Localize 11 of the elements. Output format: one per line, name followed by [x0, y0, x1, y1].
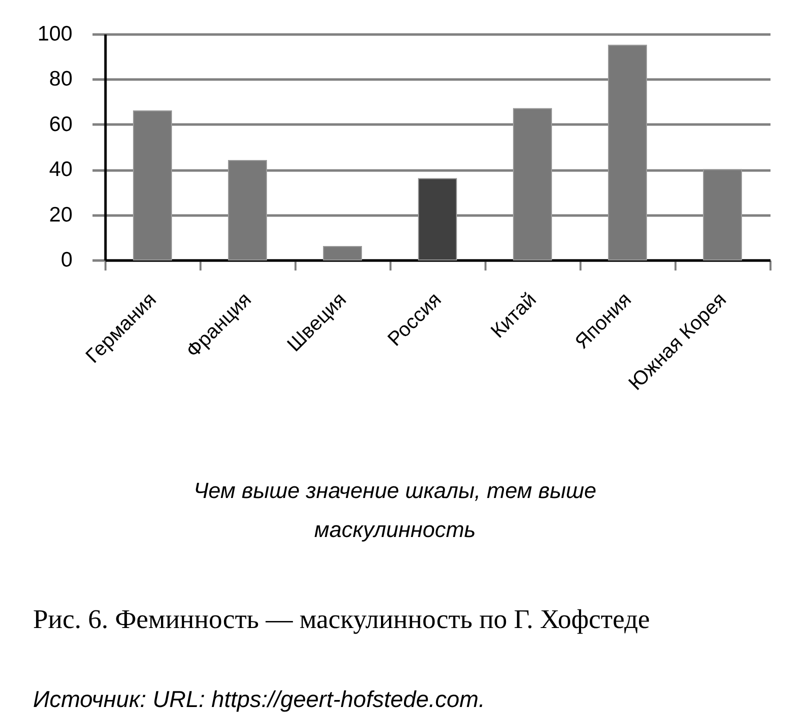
y-tick-label: 20 — [49, 203, 72, 226]
y-tick-label: 100 — [37, 22, 72, 46]
bar — [418, 178, 457, 260]
y-tick-label: 40 — [49, 158, 72, 182]
y-tick-label: 60 — [49, 112, 72, 136]
y-tick-label: 80 — [49, 68, 72, 91]
text: Источник: URL: https://geert-hofstede.com. — [33, 686, 485, 712]
text: Рис. 6. Феминность — маскулинность по Г. Хофстеде — [33, 604, 650, 634]
bar — [323, 246, 362, 260]
x-axis-title: Чем выше значение шкалы, тем выше маскулинность — [194, 478, 596, 542]
y-tick-label: 0 — [60, 248, 72, 272]
